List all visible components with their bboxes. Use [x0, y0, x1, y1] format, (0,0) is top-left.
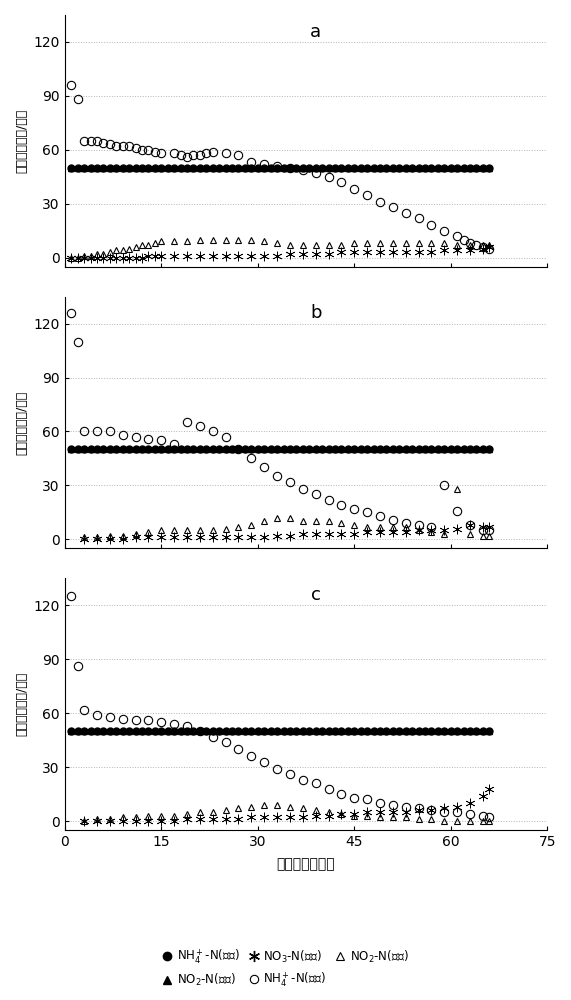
X-axis label: 培养时间（天）: 培养时间（天） — [277, 857, 335, 871]
Text: a: a — [310, 23, 321, 41]
Legend: NH$_4^+$-N(进水), NO$_2$-N(进水), NO$_3$-N(出水), NH$_4^+$-N(出水), NO$_2$-N(出水): NH$_4^+$-N(进水), NO$_2$-N(进水), NO$_3$-N(出… — [158, 943, 413, 994]
Y-axis label: 氮浓度（毫克/升）: 氮浓度（毫克/升） — [15, 390, 28, 455]
Y-axis label: 氮浓度（毫克/升）: 氮浓度（毫克/升） — [15, 672, 28, 736]
Text: c: c — [311, 586, 320, 604]
Y-axis label: 氮浓度（毫克/升）: 氮浓度（毫克/升） — [15, 109, 28, 173]
Text: b: b — [310, 304, 321, 322]
